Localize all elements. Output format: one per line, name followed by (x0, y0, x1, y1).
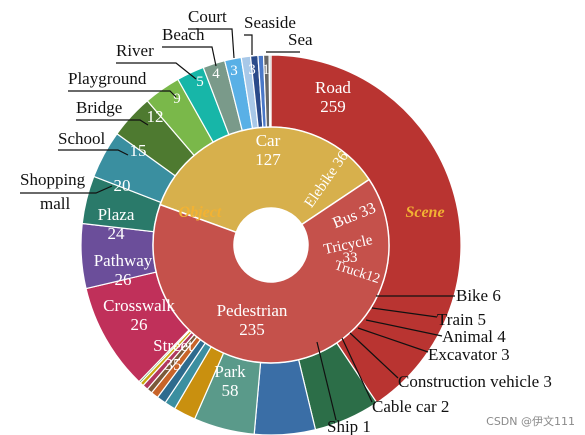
outer-label-park: Park 58 (214, 362, 246, 400)
outer-label-court-value: 3 (230, 63, 238, 79)
callout-river: River (116, 41, 154, 60)
outer-label-river-value: 5 (196, 74, 204, 90)
callout-school-leader (58, 149, 129, 156)
callout-beach-leader (162, 46, 217, 67)
outer-label-tricycle-value: 33 (343, 250, 358, 266)
callout-train: Train 5 (437, 310, 486, 329)
callout-court: Court (188, 7, 227, 26)
category-label-scene: Scene (405, 204, 444, 221)
callout-river-leader (116, 62, 197, 80)
inner-ring (152, 126, 390, 364)
outer-label-school-value: 15 (130, 141, 147, 160)
callout-animal-leader (365, 319, 443, 337)
callout-school: School (58, 129, 106, 148)
outer-label-pathway: Pathway 26 (94, 251, 153, 289)
callout-ship: Ship 1 (327, 417, 371, 435)
outer-label-bridge-value: 12 (147, 107, 164, 126)
outer-label-beach-value: 4 (212, 66, 220, 82)
callout-construction-vehicle-leader (349, 332, 399, 379)
callout-shopping-mall-leader (20, 185, 113, 194)
watermark: CSDN @伊文111 (486, 415, 575, 428)
callout-cable-car-leader (341, 337, 373, 403)
callout-construction-vehicle: Construction vehicle 3 (398, 372, 552, 391)
inner-label-pedestrian: Pedestrian 235 (217, 301, 288, 339)
callout-bridge: Bridge (76, 98, 122, 117)
outer-label-crosswalk: Crosswalk 26 (103, 296, 175, 334)
callout-court-leader (188, 28, 235, 59)
callout-beach: Beach (162, 25, 205, 44)
outer-label-playground-value: 9 (173, 91, 181, 107)
center-hole (234, 208, 308, 282)
outer-label-sea-value: 1 (262, 62, 270, 78)
callout-bridge-leader (76, 119, 149, 126)
category-label-object: Object (179, 204, 222, 221)
callout-seaside-leader (244, 34, 253, 55)
callout-excavator: Excavator 3 (428, 345, 510, 364)
inner-label-car: Car 127 (255, 131, 281, 169)
callout-seaside: Seaside (244, 13, 296, 32)
outer-label-seaside-value: 3 (248, 62, 256, 78)
callout-sea: Sea (288, 30, 313, 49)
callout-ship-leader (316, 341, 337, 421)
callout-excavator-leader (357, 327, 429, 353)
outer-label-plaza: Plaza 24 (98, 205, 135, 243)
callout-labels: Shopping mall School Bridge Playground River B… (20, 7, 552, 435)
callout-playground-leader (68, 90, 177, 98)
outer-label-shopping-mall-value: 20 (114, 176, 131, 195)
callout-shopping-mall-line2: mall (40, 194, 70, 213)
outer-label-street: Street 35 (153, 336, 193, 374)
callout-animal: Animal 4 (442, 327, 506, 346)
callout-shopping-mall: Shopping (20, 170, 86, 189)
callout-bike: Bike 6 (456, 286, 501, 305)
callout-train-leader (371, 307, 438, 318)
callout-cable-car: Cable car 2 (372, 397, 449, 416)
callout-playground: Playground (68, 69, 147, 88)
outer-label-road: Road 259 (315, 78, 351, 116)
